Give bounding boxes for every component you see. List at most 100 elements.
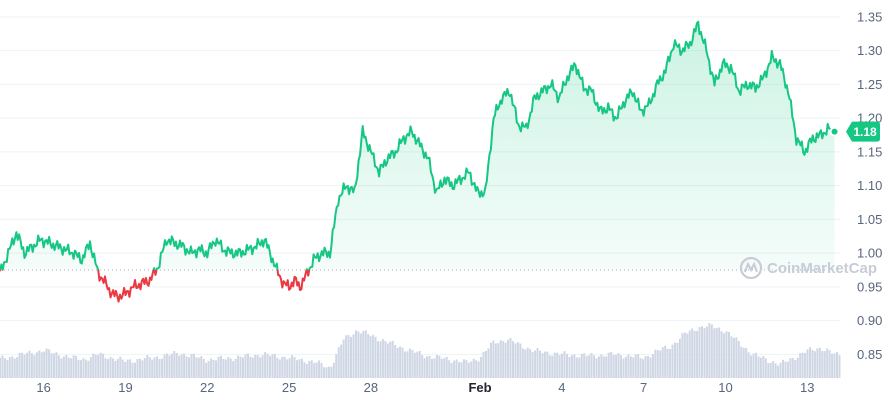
y-tick-label: 1.25 [857, 77, 882, 92]
volume-bar [26, 352, 28, 378]
volume-bar [77, 359, 80, 378]
volume-bar [732, 337, 735, 378]
volume-bar [80, 360, 82, 378]
volume-bar [323, 367, 325, 378]
volume-bar [281, 356, 284, 378]
volume-bar [482, 351, 485, 378]
volume-bar [651, 354, 654, 378]
volume-bar [156, 356, 159, 378]
volume-bar [769, 362, 772, 378]
volume-bar [362, 331, 365, 378]
volume-bar [568, 356, 571, 378]
coinmarketcap-logo-icon [739, 256, 763, 280]
volume-bar [521, 348, 524, 378]
volume-bar [580, 353, 583, 378]
volume-bar [440, 358, 443, 378]
volume-bar [129, 359, 132, 378]
volume-bar [94, 354, 97, 378]
volume-bar [455, 359, 458, 378]
price-line-group [0, 20, 836, 303]
volume-bar [632, 357, 635, 378]
volume-bar [229, 358, 232, 378]
volume-bar [752, 353, 755, 378]
volume-bar [556, 352, 559, 378]
volume-bar [678, 338, 681, 378]
volume-bar [57, 355, 60, 378]
volume-bar [789, 358, 792, 378]
volume-bar [165, 353, 168, 378]
volume-bar [401, 347, 404, 378]
volume-bar [30, 353, 33, 378]
volume-bar [742, 347, 745, 378]
volume-bar [472, 358, 475, 378]
volume-bar [489, 342, 492, 378]
volume-bar [332, 362, 335, 378]
volume-bar [389, 341, 392, 378]
volume-bar [629, 356, 632, 378]
volume-bar [669, 349, 672, 378]
volume-bar [153, 357, 156, 378]
volume-bar [813, 351, 816, 378]
volume-bar [784, 361, 787, 378]
volume-bar [180, 354, 183, 378]
volume-bar [676, 342, 679, 378]
volume-bar [747, 352, 750, 378]
volume-bar [705, 326, 708, 378]
y-tick-label: 1.15 [857, 144, 882, 159]
volume-bar [713, 328, 716, 378]
volume-bar [715, 327, 718, 378]
y-tick-label: 1.05 [857, 212, 882, 227]
volume-bar [264, 352, 267, 378]
volume-bar [251, 357, 254, 378]
volume-bar [497, 343, 500, 378]
volume-bar [11, 356, 14, 378]
volume-bar [192, 353, 195, 378]
x-tick-label: 25 [282, 380, 296, 395]
y-tick-label: 1.30 [857, 43, 882, 58]
volume-bar [200, 356, 203, 378]
volume-bar [188, 357, 190, 378]
current-price-badge [846, 121, 880, 142]
volume-bar [391, 340, 394, 378]
volume-bar [723, 333, 726, 378]
volume-bar [394, 345, 397, 378]
volume-bar [462, 359, 465, 378]
volume-bar [185, 356, 188, 378]
x-tick-label: 10 [718, 380, 732, 395]
volume-bar [183, 353, 186, 378]
volume-bar [617, 352, 620, 378]
volume-bar [634, 354, 637, 378]
volume-bar [21, 352, 24, 378]
volume-bar [99, 352, 102, 378]
volume-bar [612, 354, 615, 378]
volume-bar [688, 330, 691, 378]
volume-bar [303, 362, 306, 378]
volume-bar [261, 355, 264, 378]
volume-bar [428, 355, 431, 378]
volume-bar [269, 356, 271, 378]
volume-bar [644, 356, 647, 378]
volume-bar [399, 346, 402, 378]
volume-bar [725, 331, 728, 378]
volume-bar [828, 350, 831, 378]
volume-bar [244, 354, 247, 378]
price-area-fill [0, 21, 835, 270]
volume-bar [87, 360, 90, 378]
x-tick-label: 22 [200, 380, 214, 395]
volume-bar [33, 355, 36, 378]
volume-bar [516, 342, 519, 378]
volume-bar [801, 352, 804, 378]
x-tick-label: 19 [118, 380, 132, 395]
volume-bar [642, 359, 645, 378]
volume-bar [102, 353, 105, 378]
volume-bar [121, 359, 124, 378]
volume-bar [190, 354, 193, 378]
volume-bar [416, 351, 419, 378]
volume-bar [234, 358, 237, 378]
volume-bar [146, 355, 149, 378]
volume-bar [426, 356, 429, 378]
volume-bar [551, 355, 554, 378]
volume-bar [666, 348, 669, 378]
volume-bar [8, 357, 11, 378]
volume-bar [381, 339, 384, 378]
